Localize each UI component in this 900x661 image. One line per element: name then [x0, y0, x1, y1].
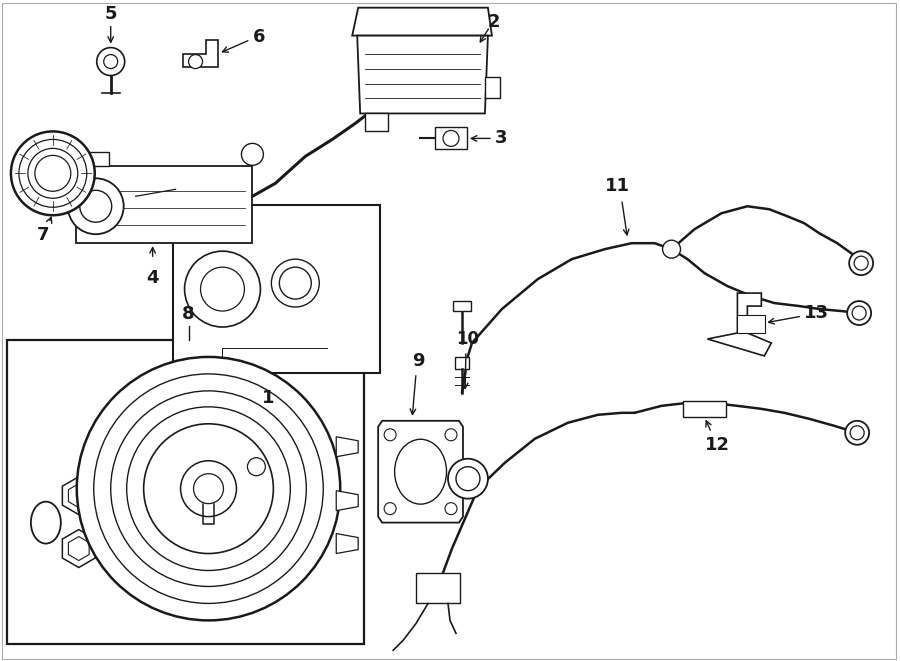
Text: 6: 6 — [252, 28, 265, 46]
Circle shape — [194, 474, 223, 504]
Text: 8: 8 — [182, 305, 195, 323]
Polygon shape — [357, 36, 488, 114]
Polygon shape — [309, 336, 331, 362]
Text: 12: 12 — [705, 436, 730, 454]
Circle shape — [847, 301, 871, 325]
Circle shape — [850, 426, 864, 440]
Polygon shape — [62, 477, 95, 515]
Bar — [89, 153, 109, 167]
Circle shape — [384, 502, 396, 515]
Circle shape — [854, 256, 868, 270]
Bar — [453, 301, 471, 311]
Polygon shape — [378, 421, 463, 523]
Circle shape — [201, 267, 245, 311]
Bar — [682, 401, 726, 417]
Circle shape — [445, 429, 457, 441]
Polygon shape — [62, 529, 95, 568]
Circle shape — [279, 267, 311, 299]
Text: 5: 5 — [104, 5, 117, 22]
Ellipse shape — [241, 143, 264, 165]
Circle shape — [456, 467, 480, 490]
Circle shape — [11, 132, 94, 215]
Polygon shape — [183, 40, 219, 67]
Polygon shape — [337, 533, 358, 553]
Text: 11: 11 — [605, 177, 630, 195]
Text: 2: 2 — [488, 13, 500, 30]
Text: 1: 1 — [262, 389, 274, 407]
Circle shape — [144, 424, 274, 553]
Bar — [435, 128, 467, 149]
Bar — [7, 340, 364, 644]
Circle shape — [104, 55, 118, 69]
Circle shape — [184, 251, 260, 327]
Circle shape — [443, 130, 459, 146]
Polygon shape — [68, 484, 89, 508]
Polygon shape — [76, 167, 252, 243]
Polygon shape — [68, 537, 89, 561]
Bar — [485, 77, 500, 98]
Circle shape — [76, 357, 340, 621]
Text: 7: 7 — [37, 226, 50, 244]
Circle shape — [96, 48, 125, 75]
Circle shape — [850, 251, 873, 275]
Circle shape — [384, 429, 396, 441]
Circle shape — [68, 178, 123, 234]
Text: 10: 10 — [456, 330, 480, 348]
Circle shape — [181, 461, 237, 517]
Circle shape — [189, 55, 202, 69]
Ellipse shape — [394, 440, 446, 504]
Polygon shape — [352, 8, 492, 36]
Circle shape — [845, 421, 869, 445]
Polygon shape — [303, 329, 338, 369]
Circle shape — [272, 259, 320, 307]
Circle shape — [445, 502, 457, 515]
Bar — [737, 315, 765, 333]
Bar — [173, 206, 380, 373]
Text: 13: 13 — [805, 304, 829, 322]
Bar — [455, 357, 469, 369]
Polygon shape — [337, 437, 358, 457]
Circle shape — [662, 240, 680, 258]
Text: 4: 4 — [147, 269, 159, 287]
Polygon shape — [337, 490, 358, 510]
Circle shape — [248, 457, 266, 476]
Polygon shape — [365, 114, 388, 132]
Circle shape — [80, 190, 112, 222]
Polygon shape — [707, 293, 771, 356]
Circle shape — [852, 306, 866, 320]
Text: 9: 9 — [412, 352, 424, 370]
Circle shape — [448, 459, 488, 498]
Text: 3: 3 — [495, 130, 508, 147]
Ellipse shape — [31, 502, 61, 543]
Bar — [416, 574, 460, 603]
